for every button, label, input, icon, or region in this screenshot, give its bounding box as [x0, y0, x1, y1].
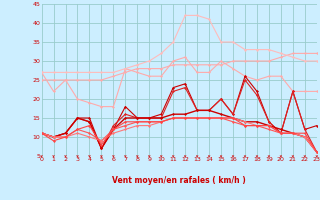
X-axis label: Vent moyen/en rafales ( km/h ): Vent moyen/en rafales ( km/h ): [112, 176, 246, 185]
